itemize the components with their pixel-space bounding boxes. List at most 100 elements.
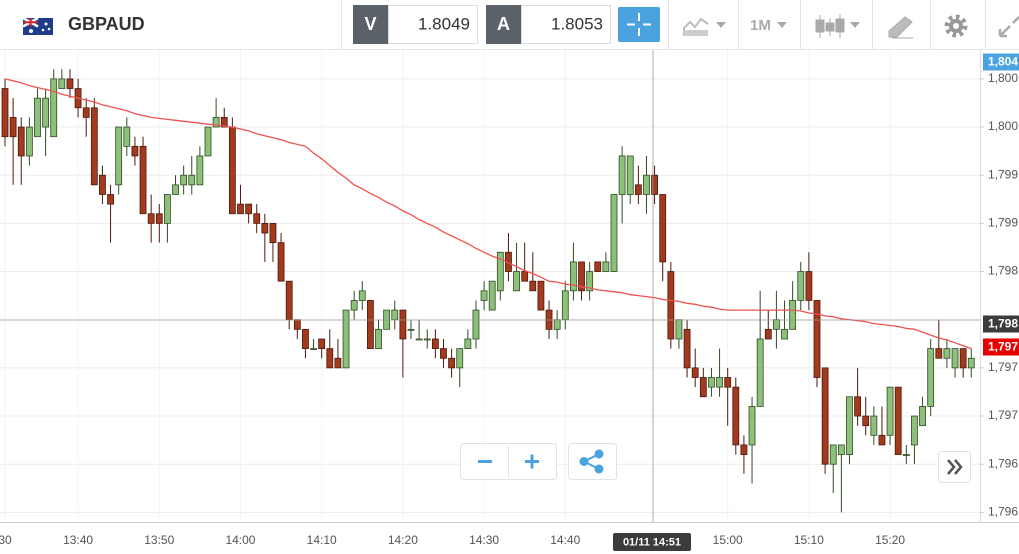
candle-body (610, 194, 618, 272)
ask-box[interactable] (486, 5, 521, 44)
candle-body (846, 396, 853, 455)
crosshair-icon (627, 13, 651, 36)
ask-label: A (497, 14, 510, 34)
share-button[interactable] (579, 449, 604, 474)
candle-body (959, 348, 967, 369)
chart-type-button[interactable] (683, 17, 726, 36)
candle-body (115, 126, 123, 186)
interval-caret (777, 22, 787, 28)
candle-body (862, 415, 870, 427)
candle-body (732, 386, 740, 446)
candle-body (285, 280, 293, 321)
candle-body (724, 377, 732, 388)
candle-body (837, 444, 845, 455)
candle-body (180, 174, 188, 186)
candle-body (448, 357, 456, 369)
candle-body (375, 328, 382, 350)
ask-field (521, 5, 611, 44)
candle-body (537, 280, 545, 311)
candle-body (302, 328, 309, 350)
settings-button[interactable] (944, 14, 968, 38)
candle-body (773, 319, 780, 330)
candle-body (99, 174, 106, 195)
candle-body (42, 97, 49, 128)
candle-body (1, 88, 9, 138)
candle-body (967, 357, 975, 369)
candle-body (253, 213, 261, 224)
zoom-controls (460, 443, 617, 480)
y-tick-label: 1,798 (988, 264, 1018, 278)
zoom-in-button[interactable] (525, 454, 539, 469)
candle-body (66, 78, 74, 89)
candle-body (748, 406, 756, 446)
candle-body (17, 126, 25, 157)
candle-body (204, 126, 212, 157)
candle-body (407, 328, 415, 331)
candle-body (667, 271, 675, 340)
candle-body (797, 271, 805, 301)
candle-body (172, 184, 179, 195)
candle-body (659, 194, 667, 263)
candle-body (261, 222, 269, 234)
candle-body (789, 300, 797, 330)
price-marker (983, 53, 1019, 71)
candle-body (854, 396, 861, 417)
candle-body (927, 348, 935, 407)
candle-body (196, 155, 204, 186)
candle-body (813, 300, 821, 378)
candle-body (350, 300, 358, 311)
x-tick-label: 15:10 (794, 533, 824, 547)
candle-body (553, 319, 561, 330)
price-marker (983, 315, 1019, 333)
candle-body (513, 271, 520, 292)
bid-label: V (364, 14, 376, 34)
candle-body (756, 338, 764, 407)
draw-button[interactable] (888, 16, 913, 39)
price-marker (983, 338, 1019, 356)
candle-body (147, 213, 155, 224)
candle-body (902, 454, 910, 456)
candle-body (675, 319, 683, 340)
plot (1, 69, 975, 513)
expand-button[interactable] (998, 16, 1019, 38)
y-tick-label: 1,799 (988, 167, 1018, 181)
candle-body (943, 348, 951, 359)
candle-body (90, 107, 98, 186)
candle-body (464, 338, 472, 350)
candle-body (188, 174, 196, 186)
candle-body (123, 126, 131, 147)
candle-body (691, 367, 699, 378)
candle-body (805, 271, 813, 301)
x-tick-label: 14:00 (225, 533, 255, 547)
x-tick-label: 14:30 (469, 533, 499, 547)
candle-body (951, 348, 959, 369)
crosshair-button[interactable] (618, 7, 660, 42)
candle-body (472, 309, 480, 340)
bid-field (388, 5, 478, 44)
interval[interactable]: 1M (750, 17, 771, 34)
candle-body (318, 338, 326, 350)
candle-body (391, 309, 399, 321)
bid-box[interactable] (353, 5, 388, 44)
candle-body (911, 415, 918, 446)
candle-type-button[interactable] (815, 14, 860, 38)
candle-body (334, 357, 342, 369)
candle-body (131, 145, 139, 157)
candle-body (431, 338, 439, 350)
candle-body (521, 271, 529, 282)
candle-body (423, 338, 431, 341)
ask-price: 1.8053 (551, 14, 603, 33)
candle-body (781, 328, 788, 340)
candle-body (570, 261, 577, 292)
y-tick-label: 1,796 (988, 505, 1018, 519)
candle-body (894, 386, 902, 455)
candle-body (310, 348, 317, 351)
candle-body (163, 194, 171, 224)
candle-body (228, 126, 236, 215)
candle-body (643, 174, 650, 195)
y-tick-label: 1,796 (988, 456, 1018, 470)
candle-body (245, 203, 253, 215)
scroll-end-button[interactable] (938, 451, 971, 483)
candle-body (919, 406, 926, 427)
